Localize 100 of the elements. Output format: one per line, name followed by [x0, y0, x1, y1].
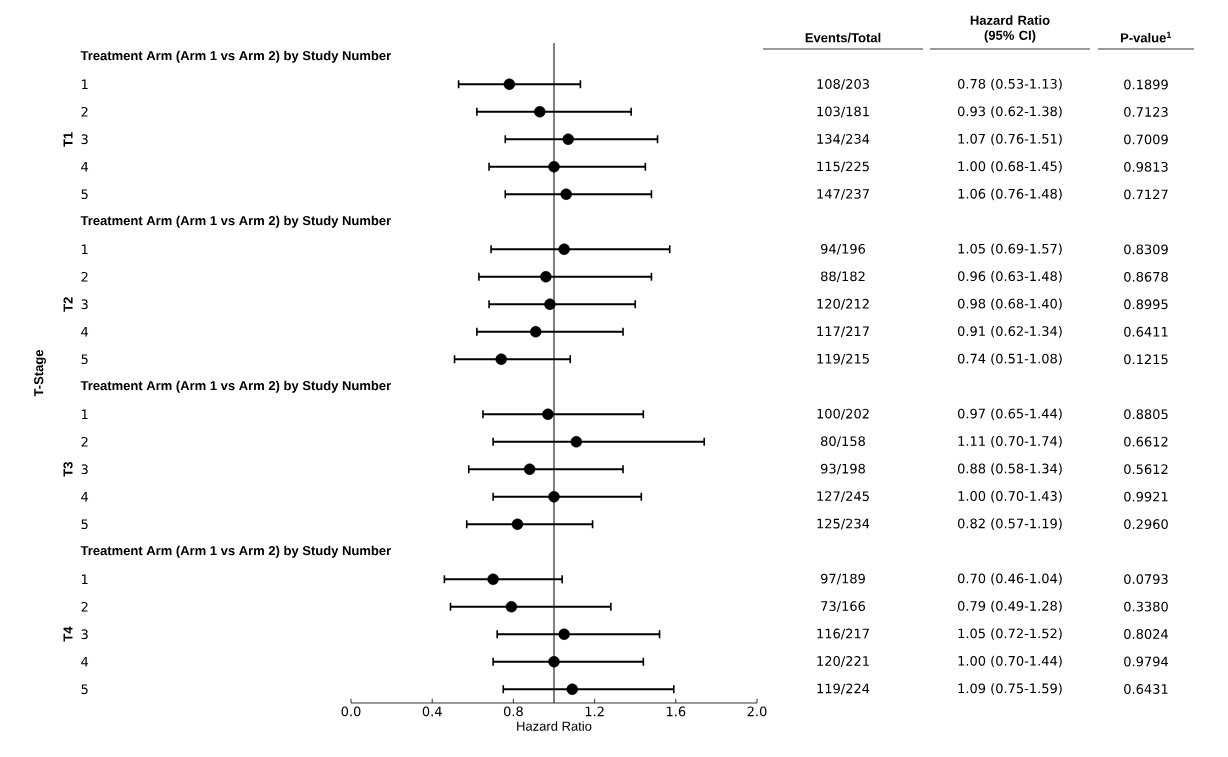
- text: 0.6431: [1124, 684, 1168, 694]
- point: [487, 573, 499, 585]
- point: [560, 188, 572, 200]
- x-tick-label: 0.4: [422, 706, 442, 717]
- y-tick-label: Treatment Arm (Arm 1 vs Arm 2) by Study Number: [80, 545, 391, 558]
- point: [558, 243, 570, 255]
- text: 147/237: [817, 188, 869, 200]
- text: T2: [63, 297, 73, 312]
- text: 0.8678: [1124, 271, 1168, 282]
- y-tick-label: 5: [81, 684, 88, 695]
- text: 1.07 (0.76-1.51): [958, 133, 1062, 146]
- point: [558, 628, 570, 640]
- point: [505, 601, 518, 613]
- y-tick-label: 1: [81, 244, 88, 254]
- text: 103/181: [817, 106, 869, 118]
- text: 1.00 (0.70-1.43): [958, 490, 1062, 503]
- y-tick-label: 1: [81, 79, 88, 89]
- text: 0.70 (0.46-1.04): [957, 573, 1062, 585]
- text: P-value$^{1}$: [1120, 31, 1172, 43]
- text: T3: [63, 462, 73, 477]
- text: 0.79 (0.49-1.28): [957, 600, 1062, 613]
- text: 115/225: [817, 161, 869, 173]
- text: 0.97 (0.65-1.44): [957, 408, 1062, 420]
- text: 108/203: [817, 79, 869, 90]
- text: 0.93 (0.62-1.38): [957, 106, 1062, 118]
- x-tick-label: 0.8: [503, 706, 523, 717]
- point: [530, 326, 542, 338]
- text: T4: [63, 626, 73, 642]
- y-tick-label: 5: [81, 354, 88, 365]
- point: [548, 491, 560, 503]
- text: 117/217: [817, 326, 869, 338]
- text: 0.78 (0.53-1.13): [957, 78, 1062, 91]
- text: 0.6612: [1124, 436, 1168, 447]
- x-tick-label: 1.2: [585, 706, 604, 717]
- text: 88/182: [821, 271, 865, 283]
- point: [548, 656, 560, 668]
- text: 100/202: [817, 408, 869, 420]
- text: 127/245: [817, 491, 869, 503]
- text: 125/234: [817, 518, 870, 530]
- text: 1.09 (0.75-1.59): [958, 683, 1062, 695]
- text: 134/234: [817, 133, 870, 145]
- y-tick-label: 4: [81, 492, 89, 502]
- point: [534, 106, 546, 118]
- y-tick-label: 3: [81, 629, 88, 640]
- text: 0.82 (0.57-1.19): [957, 518, 1062, 530]
- text: 0.3380: [1124, 601, 1168, 612]
- text: 0.91 (0.62-1.34): [957, 325, 1062, 338]
- text: 120/212: [817, 298, 869, 310]
- y-tick-label: 2: [81, 271, 88, 282]
- text: 0.7009: [1124, 134, 1168, 145]
- text: 0.8309: [1124, 244, 1168, 255]
- text: 119/215: [817, 353, 869, 365]
- text: 0.1899: [1124, 79, 1168, 90]
- point: [540, 271, 552, 283]
- text: 0.5612: [1124, 464, 1168, 475]
- y-axis-title: T-Stage: [34, 349, 46, 397]
- x-tick-label: 1.6: [666, 706, 686, 717]
- text: 0.8995: [1124, 299, 1168, 310]
- y-tick-label: Treatment Arm (Arm 1 vs Arm 2) by Study Number: [80, 50, 391, 63]
- point: [503, 78, 516, 90]
- text: 0.2960: [1124, 519, 1168, 530]
- point: [566, 683, 578, 695]
- y-tick-label: 4: [81, 327, 89, 337]
- y-tick-label: 5: [81, 189, 88, 200]
- point: [570, 436, 583, 448]
- text: 0.88 (0.58-1.34): [957, 463, 1062, 475]
- text: 0.98 (0.68-1.40): [957, 298, 1062, 311]
- text: 1.00 (0.70-1.44): [958, 655, 1062, 668]
- text: 80/158: [821, 436, 865, 448]
- text: 94/196: [820, 243, 866, 255]
- text: 1.05 (0.69-1.57): [958, 243, 1062, 256]
- point: [523, 463, 536, 475]
- text: 0.6411: [1124, 326, 1168, 337]
- point: [495, 353, 507, 365]
- y-tick-label: 2: [81, 106, 88, 117]
- text: T1: [63, 132, 73, 147]
- y-tick-label: 5: [81, 519, 88, 530]
- point: [542, 408, 554, 420]
- y-tick-label: 3: [81, 134, 88, 145]
- text: 0.9813: [1124, 161, 1168, 172]
- text: 0.8024: [1124, 629, 1169, 639]
- text: 0.7127: [1124, 189, 1168, 200]
- text: 97/189: [820, 573, 865, 585]
- text: 0.96 (0.63-1.48): [957, 271, 1062, 283]
- text: 73/166: [821, 601, 866, 612]
- text: 119/224: [817, 683, 870, 695]
- text: 0.74 (0.51-1.08): [957, 353, 1062, 366]
- text: 0.9921: [1124, 491, 1168, 502]
- text: 0.7123: [1124, 107, 1168, 117]
- point: [511, 518, 524, 530]
- y-tick-label: 4: [81, 162, 89, 172]
- y-tick-label: 1: [81, 574, 88, 584]
- x-tick-label: 2.0: [747, 706, 767, 717]
- point: [544, 298, 556, 310]
- text: Events/Total: [805, 32, 881, 43]
- x-axis-title: Hazard Ratio: [517, 721, 592, 731]
- point: [562, 133, 574, 145]
- text: 120/221: [817, 656, 869, 667]
- y-tick-label: 4: [81, 657, 89, 667]
- text: 93/198: [820, 463, 865, 475]
